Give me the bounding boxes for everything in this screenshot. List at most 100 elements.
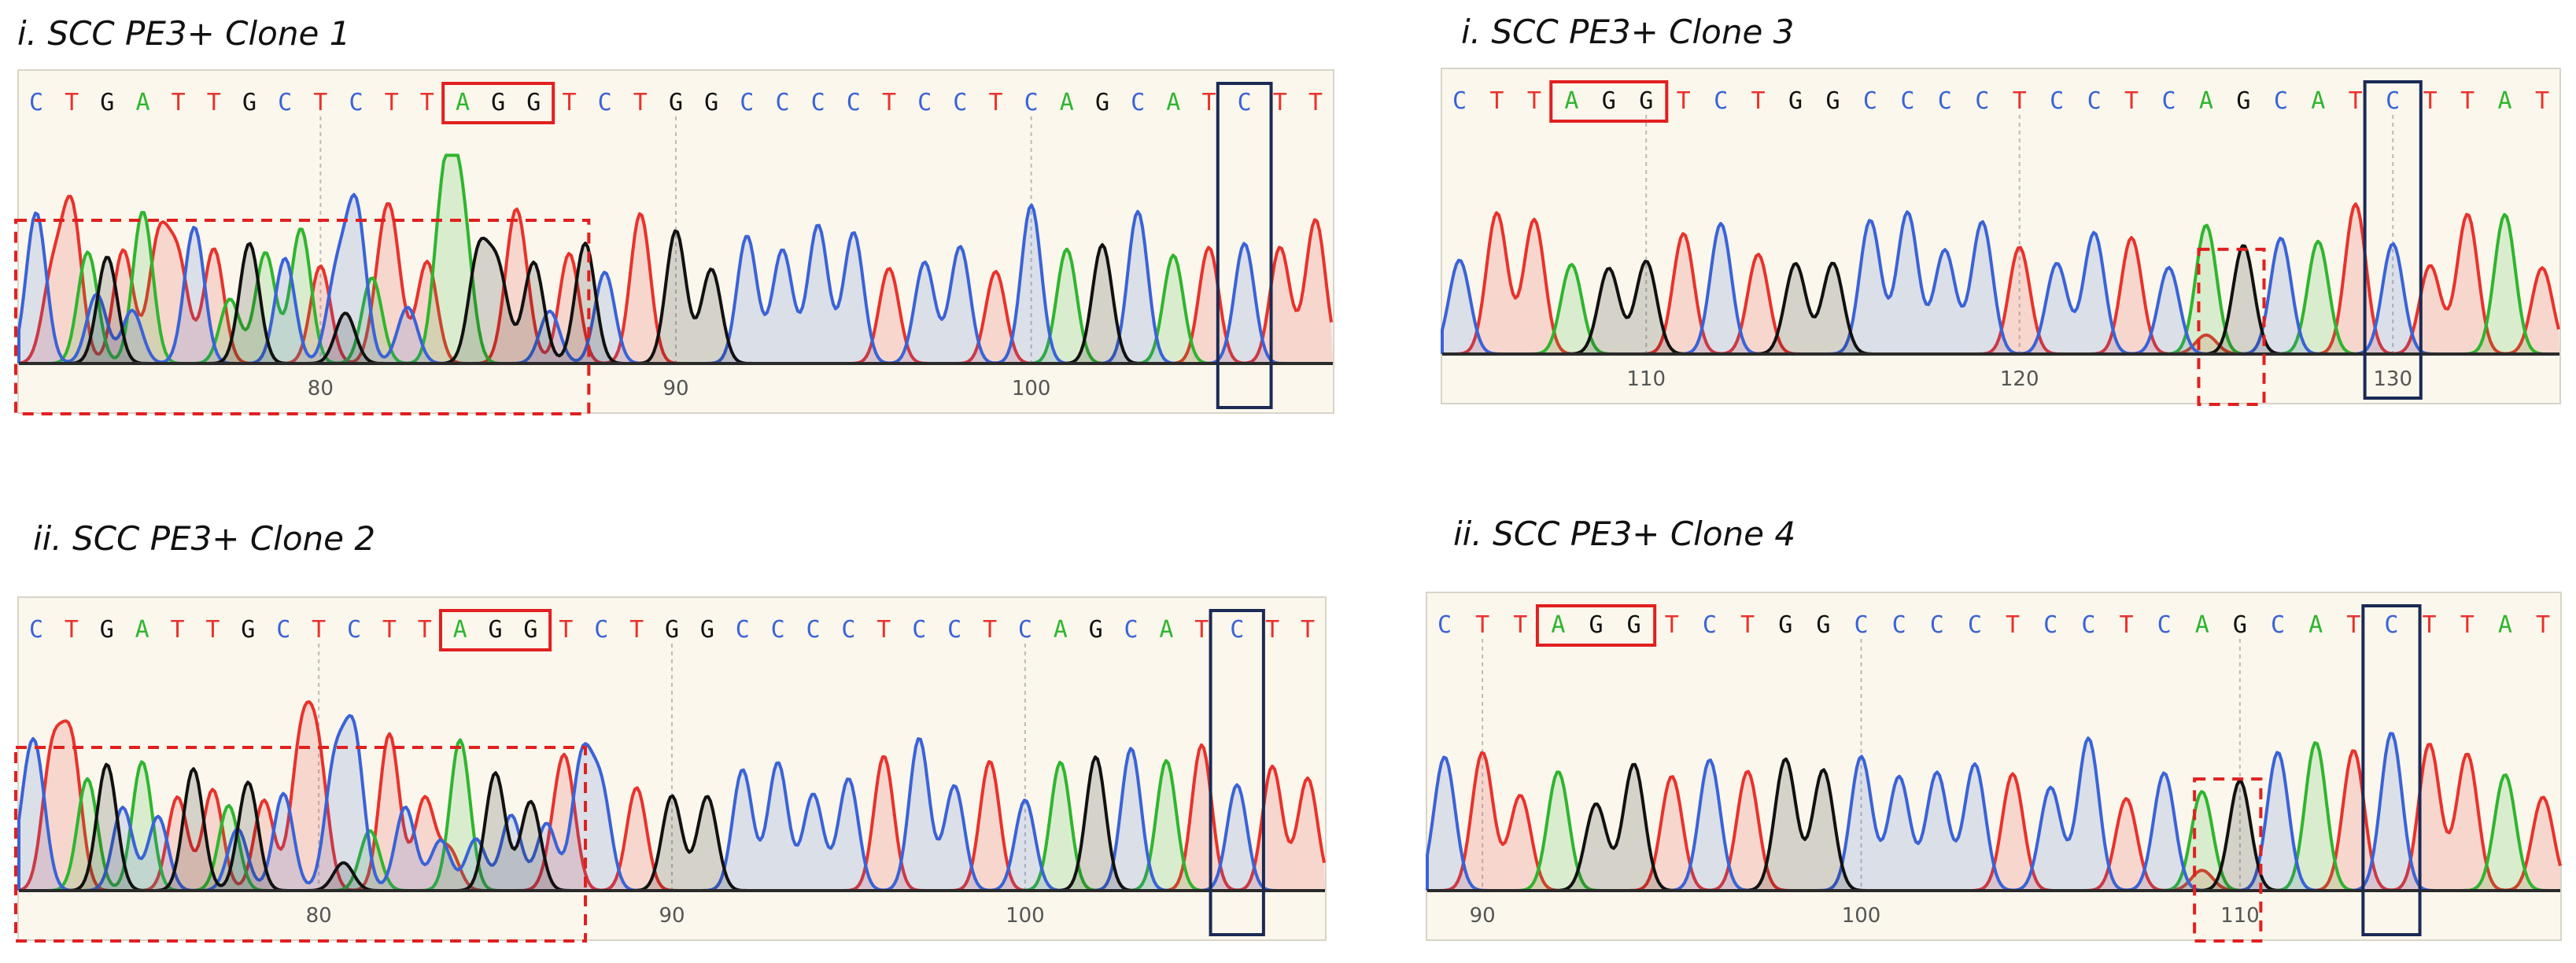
base-call-label: C (1230, 616, 1244, 644)
base-call-label: G (241, 616, 255, 644)
x-tick-label: 110 (1626, 367, 1666, 391)
base-call-label: G (1816, 611, 1830, 639)
base-call-label: T (418, 616, 432, 644)
base-call-label: T (205, 616, 220, 644)
base-call-label: G (704, 89, 718, 116)
base-call-label: G (100, 89, 114, 116)
base-call-label: T (633, 89, 648, 116)
base-call-label: C (1900, 87, 1914, 115)
base-call-label: G (2236, 87, 2250, 115)
chromatogram-clone-2: C T G A T T G C T C T T A G G T C T G G C C C C T C C T C A G C A T C T T80 9… (14, 609, 1326, 943)
base-call-label: T (172, 89, 186, 116)
base-call-label: C (2274, 87, 2288, 115)
base-call-label: A (456, 89, 470, 116)
base-call-label: T (1677, 87, 1691, 115)
base-call-label: T (2346, 611, 2360, 639)
base-call-label: C (1452, 87, 1467, 115)
base-call-label: T (983, 616, 997, 644)
base-call-label: T (420, 89, 434, 116)
x-tick-label: 100 (1006, 904, 1045, 928)
base-call-label: G (491, 89, 505, 116)
pam-highlight-box (1535, 604, 1657, 647)
mixed-peak-box (2197, 247, 2266, 406)
edit-site-box (2361, 604, 2422, 936)
base-call-label: C (598, 89, 612, 116)
base-call-label: C (736, 616, 750, 644)
base-call-label: C (2050, 87, 2064, 115)
base-call-label: C (2081, 611, 2095, 639)
trace-line-G (19, 755, 1324, 892)
base-call-label: C (349, 89, 363, 116)
base-call-label: T (1665, 611, 1679, 639)
pam-highlight-box (438, 609, 552, 651)
base-call-label: C (1437, 611, 1452, 639)
base-call-label: G (1602, 87, 1616, 115)
chart-title-clone-1: i. SCC PE3+ Clone 1 (17, 14, 351, 53)
chromatogram-clone-4: C T T A G G T C T G G C C C C T C C T C A G C A T C T T A T90 100 110 (1426, 604, 2562, 943)
base-call-label: T (2460, 611, 2475, 639)
pam-highlight-box (441, 82, 555, 124)
base-call-label: C (1892, 611, 1906, 639)
base-call-label: T (2460, 87, 2475, 115)
base-call-label: T (629, 616, 644, 644)
base-call-label: G (1639, 87, 1653, 115)
base-call-label: C (1938, 87, 1952, 115)
base-call-label: T (1740, 611, 1755, 639)
base-call-label: T (65, 616, 79, 644)
base-call-label: A (1564, 87, 1578, 115)
base-call-label: T (1489, 87, 1504, 115)
base-call-label: G (1627, 611, 1641, 639)
x-tick-label: 90 (1470, 904, 1496, 928)
trace-line-G (19, 229, 1331, 365)
base-call-label: T (1475, 611, 1489, 639)
edit-site-box (1209, 609, 1265, 936)
base-call-label: T (1308, 89, 1323, 116)
base-call-label: T (559, 616, 573, 644)
base-call-label: C (1024, 89, 1039, 116)
base-call-label: A (2498, 611, 2512, 639)
base-call-label: T (1751, 87, 1766, 115)
base-call-label: T (382, 616, 397, 644)
base-call-label: A (2308, 611, 2323, 639)
base-call-label: C (1238, 89, 1252, 116)
base-call-label: C (278, 89, 292, 116)
base-call-label: T (313, 89, 327, 116)
base-call-label: C (740, 89, 754, 116)
chromatogram-clone-1: C T G A T T G C T C T T A G G T C T G G C C C C T C C T C A G C A T C T T80 9… (14, 82, 1333, 415)
base-call-label: C (1968, 611, 1982, 639)
base-call-label: T (1194, 616, 1209, 644)
base-call-label: A (1159, 616, 1173, 644)
base-call-label: C (841, 616, 855, 644)
trace-fill-T (19, 196, 1333, 363)
x-tick-label: 100 (1012, 377, 1051, 400)
chart-title-clone-4: ii. SCC PE3+ Clone 4 (1453, 515, 1796, 553)
base-call-label: C (2161, 87, 2176, 115)
x-tick-label: 130 (2373, 367, 2412, 391)
base-call-label: T (877, 616, 891, 644)
base-call-label: G (665, 616, 679, 644)
mixed-peak-box (14, 746, 588, 943)
base-call-label: C (29, 89, 43, 116)
pam-highlight-box (1549, 80, 1669, 123)
base-call-label: C (847, 89, 861, 116)
base-call-label: T (988, 89, 1002, 116)
base-call-label: A (2199, 87, 2213, 115)
base-call-label: T (2119, 611, 2133, 639)
base-call-label: A (135, 616, 149, 644)
base-call-label: A (2498, 87, 2512, 115)
base-call-label: G (700, 616, 714, 644)
base-call-label: G (1825, 87, 1840, 115)
base-call-label: A (1060, 89, 1074, 116)
base-call-label: C (917, 89, 932, 116)
base-call-label: G (669, 89, 683, 116)
base-call-label: T (1513, 611, 1527, 639)
base-call-label: G (489, 616, 503, 644)
trace-fill-A (1427, 743, 2560, 891)
base-call-label: G (2233, 611, 2247, 639)
base-call-label: C (912, 616, 926, 644)
base-call-label: G (526, 89, 541, 116)
trace-fill-C (19, 715, 1325, 891)
edit-site-box (1216, 82, 1273, 409)
base-call-label: C (811, 89, 825, 116)
base-call-label: C (947, 616, 961, 644)
